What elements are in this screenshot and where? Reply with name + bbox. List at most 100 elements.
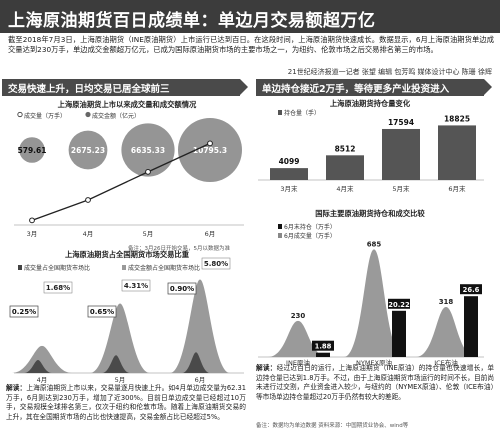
oi-value-label: 1.88 [315,343,332,351]
right-source-note: 备注：数据均为单边数据 资料来源：中国期货业协会、wind等 [256,423,409,429]
intl-legend-oi: 6月末持仓（万手） [284,224,336,231]
oi-value-label: 8512 [335,144,356,153]
volume-value-label: 318 [439,298,454,306]
x-tick-label: 4月 [37,376,48,384]
x-tick-label: 3月末 [280,184,298,193]
x-tick-label: 4月末 [336,184,354,193]
x-tick-label: INE原油 [286,358,310,367]
volume-share-label-box [87,305,117,318]
legend-swatch [278,233,282,238]
amount-share-label: 1.68% [46,284,70,292]
section-banner-left: 交易快速上升，日均交易已居全球前三 [2,79,248,96]
amount-bubble [178,118,242,182]
volume-share-area [24,360,52,373]
volume-share-label: 0.90% [170,285,194,293]
x-tick-label: 6月末 [448,184,466,193]
volume-share-label: 0.25% [12,308,36,316]
section-title-left: 交易快速上升，日均交易已居全球前三 [8,84,170,95]
left-commentary-head: 解读： [6,384,27,392]
x-tick-label: 4月 [83,230,94,238]
left-commentary-body: 上海原油期货上市以来，交易量逐月快速上升。如4月单边成交量为62.31万手，6月… [6,384,247,421]
volume-point [29,217,35,224]
byline: 21世纪经济报道一记者 张望 编辑 包芳鸣 媒体设计中心 陈珊 徐辉 [287,68,492,76]
share-chart-title: 上海原油期货占全国期货市场交易比重 [64,250,190,259]
oi-value-label: 18825 [444,114,470,123]
amount-label: 579.61 [18,146,47,155]
trade-chart: 579.61 2675.23 6635.33 10795.3 3月 4月 5月 6月 [18,118,242,238]
x-tick-label: 5月 [143,230,154,238]
share-legend-amount: 成交金额占全国期货市场比 [128,265,201,272]
volume-share-label: 0.65% [90,308,114,316]
x-tick-label: 5月 [115,376,126,384]
x-tick-label: 6月 [195,376,206,384]
oi-bar [326,155,364,180]
page-title: 上海原油期货百日成绩单：单边月交易额超万亿 [8,11,376,31]
x-tick-label: ICE布油 [434,358,458,367]
oi-bar [270,168,308,180]
amount-share-area [90,303,150,373]
trade-chart-title: 上海原油期货上市以来成交量和成交额情况 [57,100,197,109]
oi-bar [464,296,478,357]
x-tick-label: 5月末 [392,184,410,193]
oi-bar [382,128,420,180]
volume-value-label: 230 [291,312,306,320]
amount-bubble [19,137,45,163]
banner-arrow [484,79,492,95]
volume-value-label: 685 [367,240,382,248]
intl-chart-title: 国际主要原油期货持仓和成交比较 [315,209,425,218]
intl-legend-vol: 6月成交量（万手） [284,233,336,240]
amount-share-area [12,345,72,373]
volume-share-label-box [167,282,197,295]
legend-swatch [278,110,282,115]
volume-point [145,168,151,175]
section-banner-right: 单边持仓接近2万手，等待更多产业投资进入 [256,79,492,96]
legend-swatch [122,265,126,270]
oi-bar [438,125,476,180]
legend-swatch [18,265,22,270]
oi-bar [392,310,406,357]
volume-area [344,249,404,357]
right-commentary-head: 解读： [256,364,277,372]
oi-value-label: 20.22 [388,301,410,309]
title-bar: 上海原油期货百日成绩单：单边月交易额超万亿 [0,0,500,33]
left-commentary: 解读：上海原油期货上市以来，交易量逐月快速上升。如4月单边成交量为62.31万手… [6,384,246,422]
volume-line [31,142,211,221]
amount-share-area [170,279,230,373]
trade-legend-amount: 成交金额（亿元） [92,113,141,120]
oi-value-label: 4099 [279,157,300,166]
volume-point [85,197,91,203]
section-title-right: 单边持仓接近2万手，等待更多产业投资进入 [262,84,450,95]
legend-swatch [85,111,91,118]
oi-label-box [312,340,334,351]
volume-area [416,307,476,357]
intl-chart: 230 685 318 1.88 20.22 26.6 INE原油 NYMEX原油 ICE布油 [268,240,482,367]
amount-share-label-box [121,279,151,292]
oi-value-label: 17594 [388,118,414,127]
share-chart: 1.68% 4.31% 5.80% 0.25% 0.65% 0.90% 4月 5月 6月 [9,257,231,384]
oi-legend: 持仓量（手） [284,110,321,117]
share-legend-volume: 成交量占全国期货市场比 [24,265,91,272]
volume-area [268,320,328,357]
banner-arrow [240,79,248,95]
amount-share-label: 5.80% [204,260,228,268]
amount-label: 10795.3 [193,146,227,155]
amount-label: 6635.33 [131,146,165,155]
legend-swatch [17,111,23,118]
legend-swatch [278,224,282,229]
amount-share-label-box [201,257,231,270]
amount-label: 2675.23 [71,146,105,155]
oi-label-box [388,298,410,309]
oi-chart-title: 上海原油期货持仓量变化 [329,99,411,108]
amount-share-label: 4.31% [124,282,148,290]
amount-bubble [121,123,175,177]
volume-share-label-box [9,305,39,318]
oi-label-box [460,284,482,295]
lead-paragraph: 截至2018年7月3日，上海原油期货（INE原油期货）上市运行已达到百日。在这段… [8,35,494,55]
x-tick-label: 6月 [205,230,216,238]
volume-share-area [182,352,210,373]
amount-share-label-box [43,281,73,294]
right-commentary-body: 经过近百日的运行，上海原油期货（INE原油）的持仓量也快速增长，单边持仓量已达到… [256,364,495,401]
oi-chart: 4099 3月末 8512 4月末 17594 5月末 18825 6月末 [270,114,476,193]
